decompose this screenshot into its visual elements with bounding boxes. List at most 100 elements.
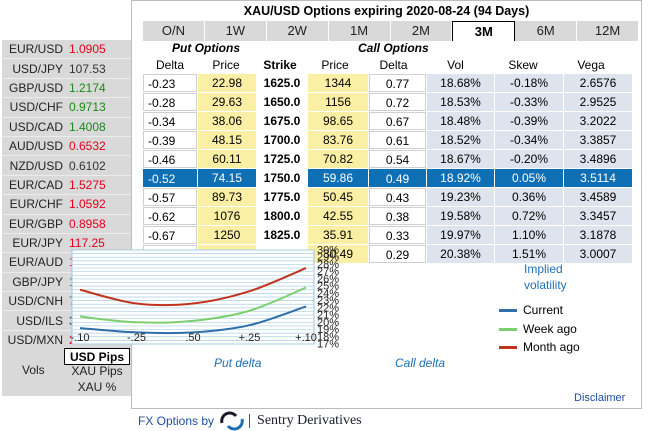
y-tick-label: 18%: [317, 331, 339, 343]
put-price-cell: 74.15: [198, 169, 256, 187]
put-delta-cell: -0.57: [143, 188, 197, 206]
legend-current-swatch: [499, 308, 517, 312]
pair-rate: 0.6532: [69, 139, 106, 154]
pair-row-eur-chf[interactable]: EUR/CHF 1.0592: [2, 195, 131, 215]
tab-2m[interactable]: 2M: [390, 21, 453, 41]
series-line-month-ago: [79, 267, 307, 307]
call-delta-cell: 0.77: [369, 74, 426, 92]
tab-12m[interactable]: 12M: [577, 21, 639, 41]
series-line-current: [79, 305, 307, 335]
legend-week-label: Week ago: [523, 322, 577, 336]
tab-6m[interactable]: 6M: [515, 21, 578, 41]
tab-2w[interactable]: 2W: [266, 21, 329, 41]
pair-row-nzd-usd[interactable]: NZD/USD 0.6102: [2, 156, 131, 176]
x-tick-label: +.25: [239, 332, 261, 344]
call-delta-cell: 0.54: [369, 150, 426, 168]
strike-cell: 1775.0: [257, 188, 307, 206]
call-delta-label: Call delta: [395, 356, 446, 370]
options-table: Delta Price Strike Price Delta Vol Skew …: [143, 55, 639, 264]
y-tick-label: 20%: [317, 317, 339, 329]
table-row[interactable]: -0.39 48.15 1700.0 83.76 0.61 18.52% -0.34% 3.3…: [143, 131, 639, 150]
footer-brand[interactable]: Sentry Derivatives: [257, 413, 362, 428]
tab-on[interactable]: O/N: [143, 21, 205, 41]
put-price-cell: 22.98: [198, 74, 256, 92]
pair-name: EUR/GBP: [8, 216, 63, 231]
pair-row-eur-gbp[interactable]: EUR/GBP 0.8958: [2, 214, 131, 234]
legend-month-swatch: [499, 345, 517, 349]
y-tick-label: 30%: [317, 245, 339, 257]
tab-1m[interactable]: 1M: [328, 21, 391, 41]
units-selector: Vols USD Pips XAU Pips XAU %: [2, 346, 131, 396]
col-strike: Strike: [263, 57, 297, 72]
legend-month-ago: Month ago: [499, 340, 580, 354]
call-price-cell: 30.49: [308, 245, 368, 263]
table-body: -0.23 22.98 1625.0 1344 0.77 18.68% -0.18% 2.65…: [143, 74, 639, 264]
vega-cell: 2.6576: [564, 74, 632, 92]
table-row[interactable]: -0.52 74.15 1750.0 59.86 0.49 18.92% 0.05% 3.51…: [143, 169, 639, 188]
col-put-price: Price: [212, 57, 240, 72]
call-price-cell: 1156: [308, 93, 368, 111]
pair-row-usd-chf[interactable]: USD/CHF 0.9713: [2, 98, 131, 118]
strike-cell: 1825.0: [257, 226, 307, 244]
table-row[interactable]: -0.62 1076 1800.0 42.55 0.38 19.58% 0.72% 3.345…: [143, 207, 639, 226]
strike-cell: 1725.0: [257, 150, 307, 168]
pair-row-aud-usd[interactable]: AUD/USD 0.6532: [2, 136, 131, 157]
pair-row-eur-cad[interactable]: EUR/CAD 1.5275: [2, 175, 131, 196]
table-row[interactable]: -0.46 60.11 1725.0 70.82 0.54 18.67% -0.20% 3.4…: [143, 150, 639, 169]
table-row[interactable]: -0.34 38.06 1675.0 98.65 0.67 18.48% -0.39% 3.2…: [143, 112, 639, 131]
table-row[interactable]: -0.23 22.98 1625.0 1344 0.77 18.68% -0.18% 2.65…: [143, 74, 639, 93]
vega-cell: 2.9525: [564, 93, 632, 111]
pair-row-eur-usd[interactable]: EUR/USD 1.0905: [2, 40, 131, 60]
pair-row-gbp-usd[interactable]: GBP/USD 1.2174: [2, 78, 131, 99]
unit-usd-pips[interactable]: USD Pips: [64, 348, 130, 365]
pair-row-eur-jpy[interactable]: EUR/JPY 117.25: [2, 233, 131, 254]
put-delta-cell: -0.46: [143, 150, 197, 168]
col-call-price: Price: [321, 57, 349, 72]
x-tick-label: +.10: [295, 332, 317, 344]
put-delta-cell: -0.62: [143, 207, 197, 225]
disclaimer-link[interactable]: Disclaimer: [574, 392, 626, 404]
call-delta-cell: 0.72: [369, 93, 426, 111]
put-delta-cell: -0.34: [143, 112, 197, 130]
pair-name: EUR/CAD: [8, 177, 63, 192]
sentry-logo-icon: [220, 411, 244, 431]
skew-cell: 1.51%: [495, 245, 563, 263]
skew-cell: -0.34%: [495, 131, 563, 149]
unit-xau-pips[interactable]: XAU Pips: [71, 364, 123, 378]
strike-cell: 1625.0: [257, 74, 307, 92]
table-row[interactable]: -0.28 29.63 1650.0 1156 0.72 18.53% -0.33% 2.95…: [143, 93, 639, 112]
tab-1w[interactable]: 1W: [204, 21, 267, 41]
vol-cell: 19.97%: [427, 226, 494, 244]
pair-row-usd-cad[interactable]: USD/CAD 1.4008: [2, 117, 131, 137]
strike-cell: 1800.0: [257, 207, 307, 225]
table-row[interactable]: -0.67 1250 1825.0 35.91 0.33 19.97% 1.10% 3.187…: [143, 226, 639, 245]
y-tick-label: 28%: [317, 259, 339, 271]
pair-rate: 1.0905: [69, 42, 106, 57]
pair-name: EUR/JPY: [12, 236, 63, 251]
tenor-tabs: O/N 1W 2W 1M 2M 3M 6M 12M: [143, 21, 639, 41]
footer-separator: [249, 414, 251, 428]
y-tick-label: 22%: [317, 302, 339, 314]
footer-prefix: FX Options by: [138, 414, 215, 428]
legend-month-label: Month ago: [523, 340, 580, 354]
x-tick-label: -.10: [71, 332, 90, 344]
unit-xau-percent[interactable]: XAU %: [77, 380, 117, 394]
vol-cell: 18.92%: [427, 169, 494, 187]
series-line-week-ago: [79, 286, 307, 324]
put-delta-cell: -0.28: [143, 93, 197, 111]
tab-3m[interactable]: 3M: [452, 21, 516, 41]
col-put-delta: Delta: [155, 57, 184, 72]
implied-vol-chart: 30%29%28%27%26%25%24%23%22%21%20%19%18%1…: [71, 245, 340, 351]
y-tick-label: 26%: [317, 273, 339, 285]
put-price-cell: 1076: [198, 207, 256, 225]
chart-title: Implied volatility: [524, 261, 582, 293]
put-price-cell: 60.11: [198, 150, 256, 168]
table-row[interactable]: -0.57 89.73 1775.0 50.45 0.43 19.23% 0.36% 3.45…: [143, 188, 639, 207]
vol-cell: 20.38%: [427, 245, 494, 263]
call-price-cell: 50.45: [308, 188, 368, 206]
skew-cell: 0.05%: [495, 169, 563, 187]
call-price-cell: 83.76: [308, 131, 368, 149]
call-price-cell: 70.82: [308, 150, 368, 168]
pair-row-usd-jpy[interactable]: USD/JPY 107.53: [2, 59, 131, 79]
pair-name: EUR/USD: [8, 42, 63, 57]
